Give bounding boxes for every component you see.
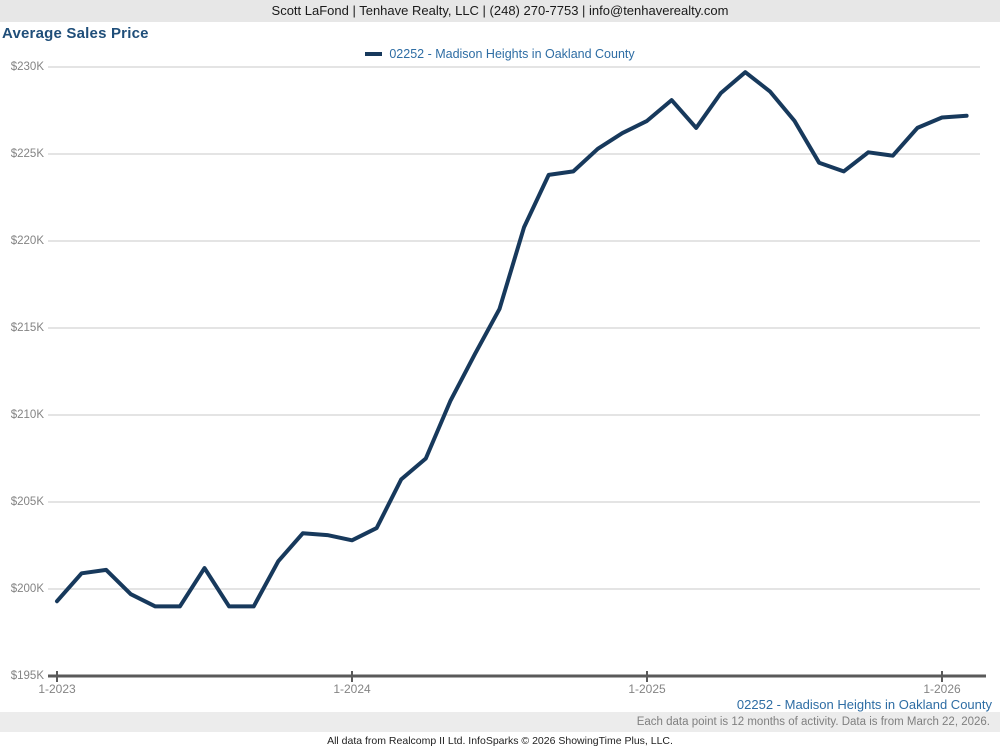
x-axis-ticks [56,671,943,682]
data-note-text: Each data point is 12 months of activity… [636,716,990,728]
ytick-205k: $205K [10,496,44,508]
attribution-line: All data from Realcomp II Ltd. InfoSpark… [327,735,673,747]
footer-series-label: 02252 - Madison Heights in Oakland Count… [736,697,992,712]
ytick-210k: $210K [10,409,44,421]
data-note-strip: Each data point is 12 months of activity… [0,712,1000,732]
gridlines [48,66,980,590]
legend-line-swatch [365,52,383,56]
xtick-2024: 1-2024 [333,682,371,696]
xtick-2023: 1-2023 [38,682,76,696]
agent-contact-line: Scott LaFond | Tenhave Realty, LLC | (24… [271,3,729,18]
ytick-220k: $220K [10,235,44,247]
xtick-2026: 1-2026 [923,682,961,696]
chart-legend: 02252 - Madison Heights in Oakland Count… [0,47,1000,61]
ytick-200k: $200K [10,583,44,595]
ytick-215k: $215K [10,322,44,334]
legend-label: 02252 - Madison Heights in Oakland Count… [389,47,635,61]
ytick-225k: $225K [10,148,44,160]
ytick-230k: $230K [10,61,44,73]
header-bar: Scott LaFond | Tenhave Realty, LLC | (24… [0,0,1000,22]
price-trend-line [55,70,969,609]
ytick-195k: $195K [10,670,44,682]
xtick-2025: 1-2025 [628,682,666,696]
page-title: Average Sales Price [2,25,149,42]
